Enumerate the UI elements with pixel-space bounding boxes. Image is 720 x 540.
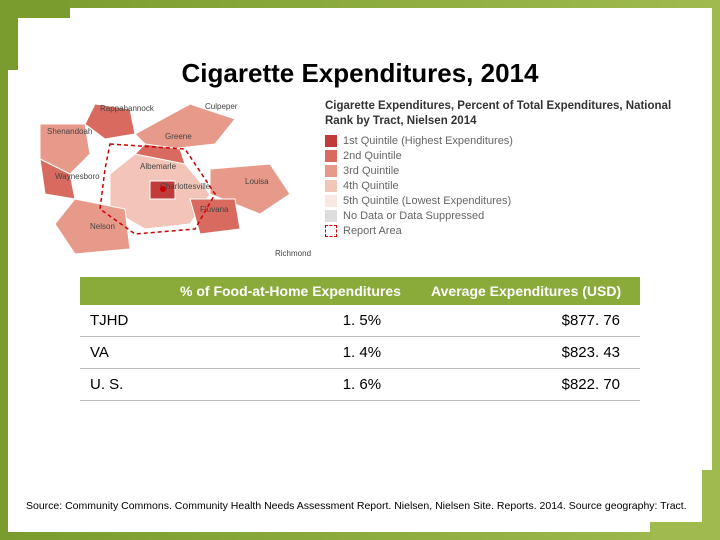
legend-label: Report Area: [343, 225, 402, 237]
legend-item: 4th Quintile: [325, 180, 685, 192]
row-avg: $877. 76: [421, 305, 640, 337]
page-title: Cigarette Expenditures, 2014: [20, 58, 700, 89]
legend-swatch: [325, 180, 337, 192]
map-region-label: Greene: [165, 132, 192, 141]
map-region-label: Shenandoah: [47, 127, 92, 136]
table-row: VA1. 4%$823. 43: [80, 337, 640, 369]
legend-item: 3rd Quintile: [325, 165, 685, 177]
expenditures-table: % of Food-at-Home ExpendituresAverage Ex…: [80, 277, 640, 401]
legend-swatch: [325, 195, 337, 207]
legend-title: Cigarette Expenditures, Percent of Total…: [325, 99, 685, 129]
slide-content: Cigarette Expenditures, 2014 Rappahannoc…: [20, 20, 700, 520]
report-area-swatch: [325, 225, 337, 237]
legend-swatch: [325, 210, 337, 222]
map-region-label: Louisa: [245, 177, 269, 186]
map-region-label: Culpeper: [205, 102, 238, 111]
legend-label: 2nd Quintile: [343, 150, 402, 162]
map-region-label: Charlottesville: [160, 182, 211, 191]
table-row: TJHD1. 5%$877. 76: [80, 305, 640, 337]
table-row: U. S.1. 6%$822. 70: [80, 369, 640, 401]
row-pct: 1. 6%: [170, 369, 421, 401]
legend-item: 2nd Quintile: [325, 150, 685, 162]
table-header-cell: [80, 277, 170, 305]
table-header-cell: Average Expenditures (USD): [421, 277, 640, 305]
map-region-label: Waynesboro: [55, 172, 100, 181]
row-label: VA: [80, 337, 170, 369]
row-label: TJHD: [80, 305, 170, 337]
map-region-label: Rappahannock: [100, 104, 155, 113]
choropleth-map: Rappahannock Culpeper Greene Shenandoah Albe…: [35, 99, 315, 264]
map-marker-icon: [160, 186, 166, 192]
legend-label: 3rd Quintile: [343, 165, 399, 177]
legend-label: 1st Quintile (Highest Expenditures): [343, 135, 513, 147]
legend-swatch: [325, 150, 337, 162]
row-pct: 1. 4%: [170, 337, 421, 369]
row-label: U. S.: [80, 369, 170, 401]
legend-swatch: [325, 165, 337, 177]
legend-item: No Data or Data Suppressed: [325, 210, 685, 222]
row-avg: $823. 43: [421, 337, 640, 369]
map-legend: Cigarette Expenditures, Percent of Total…: [325, 99, 685, 267]
source-citation: Source: Community Commons. Community Hea…: [26, 500, 694, 514]
row-avg: $822. 70: [421, 369, 640, 401]
map-region-label: Albemarle: [140, 162, 177, 171]
table-header-cell: % of Food-at-Home Expenditures: [170, 277, 421, 305]
legend-item: 1st Quintile (Highest Expenditures): [325, 135, 685, 147]
map-region-label: Nelson: [90, 222, 115, 231]
legend-label: 5th Quintile (Lowest Expenditures): [343, 195, 511, 207]
map-region-label: Fluvana: [200, 205, 229, 214]
map-region-label: Richmond: [275, 249, 311, 258]
legend-item: 5th Quintile (Lowest Expenditures): [325, 195, 685, 207]
legend-swatch: [325, 135, 337, 147]
legend-report-area: Report Area: [325, 225, 685, 237]
legend-label: No Data or Data Suppressed: [343, 210, 484, 222]
row-pct: 1. 5%: [170, 305, 421, 337]
map-legend-section: Rappahannock Culpeper Greene Shenandoah Albe…: [20, 99, 700, 267]
legend-label: 4th Quintile: [343, 180, 399, 192]
